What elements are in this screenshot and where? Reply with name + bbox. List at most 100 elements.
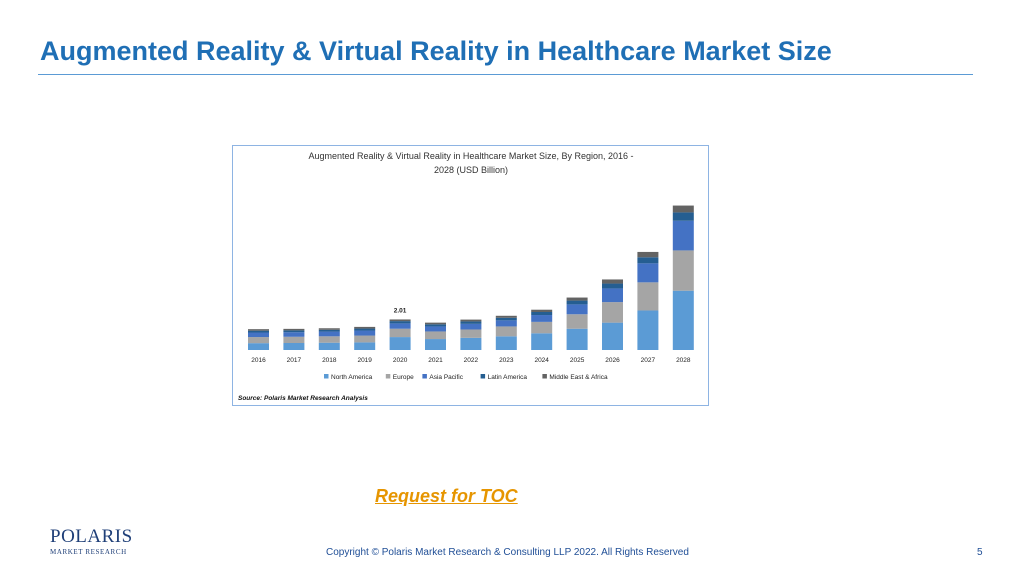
bar-segment (602, 283, 623, 289)
legend-swatch (480, 374, 486, 379)
x-tick-label: 2025 (570, 357, 585, 364)
bar-segment (248, 332, 269, 338)
bar-segment (425, 324, 446, 327)
data-label: 2.01 (394, 307, 407, 314)
bar-segment (283, 330, 305, 333)
bar-segment (318, 329, 340, 332)
bar-segment (566, 304, 588, 315)
request-toc-link[interactable]: Request for TOC (375, 486, 518, 506)
bar-segment (495, 336, 517, 350)
bar-segment (495, 317, 517, 321)
x-tick-label: 2023 (499, 357, 514, 364)
x-tick-label: 2024 (534, 357, 549, 364)
legend-item: North America (331, 374, 373, 381)
title-divider (38, 74, 973, 75)
bar-segment (283, 328, 305, 331)
chart-svg: Augmented Reality & Virtual Reality in H… (238, 151, 694, 402)
bar-segment (495, 320, 517, 327)
bar-segment (283, 332, 305, 337)
bar-segment (672, 205, 694, 213)
polaris-logo: POLARIS MARKET RESEARCH (50, 526, 133, 562)
bar-segment (318, 336, 340, 343)
bar-segment (425, 322, 446, 325)
bar-segment (637, 282, 659, 311)
bar-segment (495, 326, 517, 337)
bar-segment (566, 328, 588, 350)
bar-segment (460, 329, 482, 338)
chart-source: Source: Polaris Market Research Analysis (238, 395, 368, 402)
bar-segment (672, 220, 694, 251)
bar-segment (389, 328, 411, 338)
bar-segment (425, 326, 446, 332)
bar-segment (389, 337, 411, 350)
bar-segment (318, 342, 340, 350)
bar-segment (637, 263, 659, 283)
legend-swatch (324, 374, 329, 379)
bar-segment (354, 328, 376, 331)
logo-subtitle: MARKET RESEARCH (50, 548, 127, 556)
bar-segment (672, 290, 694, 350)
bar-segment (460, 323, 482, 330)
bar-segment (425, 339, 446, 350)
page-title: Augmented Reality & Virtual Reality in H… (40, 36, 832, 66)
x-tick-label: 2022 (464, 357, 479, 364)
bar-segment (602, 279, 623, 284)
bar-segment (672, 212, 694, 221)
x-tick-label: 2020 (393, 357, 408, 364)
page-number: 5 (977, 547, 983, 558)
bar-segment (672, 250, 694, 291)
bar-segment (602, 288, 623, 303)
bar-segment (495, 315, 517, 318)
bar-segment (248, 337, 269, 344)
bar-segment (637, 310, 659, 350)
x-tick-label: 2026 (605, 357, 620, 364)
bar-segment (460, 319, 482, 322)
bar-segment (531, 333, 553, 350)
x-tick-label: 2028 (676, 357, 691, 364)
bar-segment (531, 315, 553, 322)
bar-segment (248, 329, 269, 331)
bar-segment (283, 336, 305, 344)
bar-segment (531, 311, 553, 316)
x-tick-label: 2027 (641, 357, 656, 364)
bar-segment (637, 251, 659, 258)
bar-segment (460, 321, 482, 324)
copyright-text: Copyright © Polaris Market Research & Co… (326, 547, 689, 558)
bar-segment (531, 321, 553, 334)
chart-title-line: Augmented Reality & Virtual Reality in H… (309, 151, 634, 161)
legend-swatch (422, 374, 427, 379)
legend-item: Middle East & Africa (549, 374, 608, 381)
x-tick-label: 2018 (322, 357, 337, 364)
x-tick-label: 2016 (251, 357, 266, 364)
bar-segment (354, 342, 376, 350)
x-tick-label: 2017 (287, 357, 302, 364)
legend-swatch (542, 374, 547, 379)
bar-segment (637, 257, 659, 264)
bar-segment (425, 331, 446, 340)
bar-segment (531, 309, 553, 312)
bar-segment (566, 297, 588, 301)
legend-item: Europe (393, 374, 414, 381)
bar-segment (354, 335, 376, 343)
bar-segment (318, 328, 340, 330)
x-tick-label: 2019 (357, 357, 372, 364)
chart-title-line: 2028 (USD Billion) (434, 165, 508, 175)
market-size-chart: Augmented Reality & Virtual Reality in H… (232, 145, 709, 406)
bar-segment (602, 322, 623, 350)
x-tick-label: 2021 (428, 357, 443, 364)
bar-segment (354, 326, 376, 329)
bar-segment (460, 337, 482, 350)
legend-item: Asia Pacific (429, 374, 463, 381)
bar-segment (318, 331, 340, 337)
bar-segment (354, 330, 376, 336)
bar-segment (602, 302, 623, 323)
bar-segment (248, 343, 269, 350)
bar-segment (283, 343, 305, 350)
bar-segment (389, 323, 411, 329)
legend-item: Latin America (488, 374, 528, 381)
bar-segment (389, 321, 411, 324)
legend-swatch (385, 374, 391, 379)
bar-segment (248, 330, 269, 333)
bar-segment (389, 319, 411, 322)
logo-wordmark: POLARIS (50, 526, 133, 547)
